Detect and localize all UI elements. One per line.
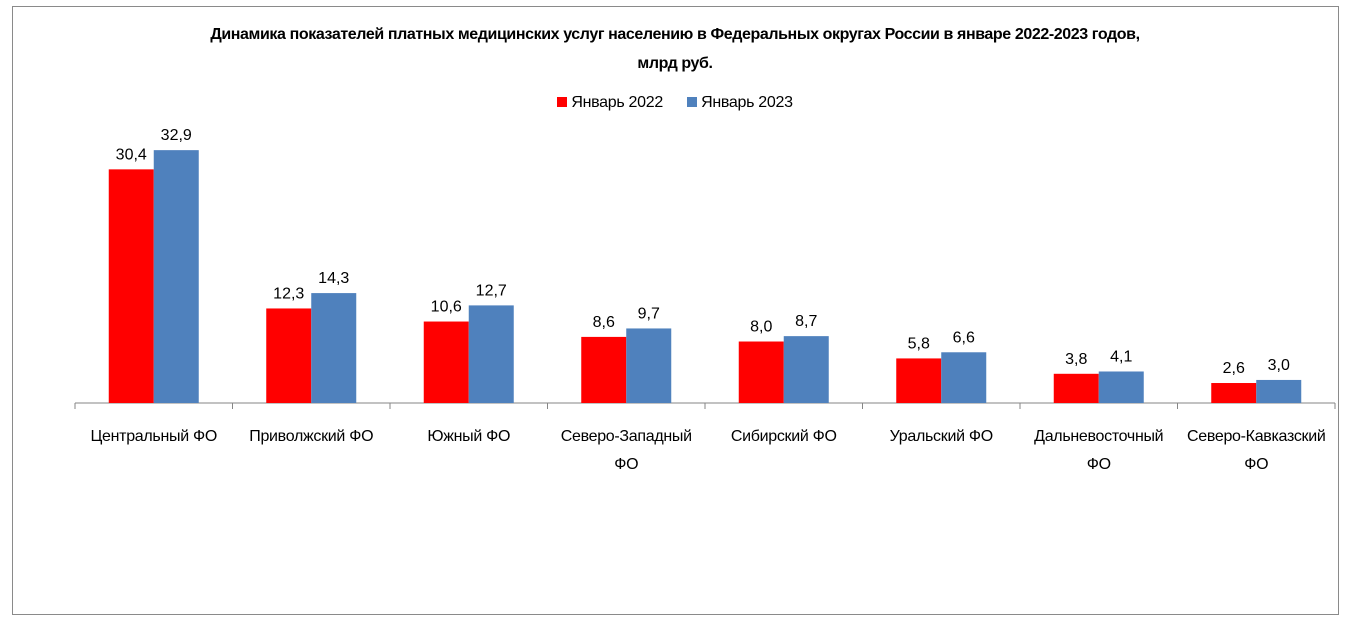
data-label: 5,8: [908, 335, 930, 352]
data-label: 9,7: [638, 305, 660, 322]
legend-swatch-2022: [557, 97, 568, 107]
bar-2023: [311, 293, 357, 403]
chart-title: Динамика показателей платных медицинских…: [0, 20, 1350, 78]
bar-2022: [738, 341, 784, 403]
x-tick-label: Дальневосточный: [1034, 428, 1163, 445]
bar-2022: [423, 321, 469, 403]
x-tick-label: Приволжский ФО: [249, 428, 373, 445]
bar-2022: [1211, 383, 1257, 403]
data-label: 3,8: [1065, 351, 1087, 368]
x-tick-label: Уральский ФО: [890, 428, 993, 445]
x-tick-label: ФО: [1087, 456, 1111, 473]
x-tick-label: Северо-Кавказский: [1187, 428, 1326, 445]
legend-label-2022: Январь 2022: [571, 94, 663, 111]
bar-2023: [153, 150, 199, 403]
legend: Январь 2022 Январь 2023: [0, 94, 1350, 112]
x-tick-label: Южный ФО: [427, 428, 510, 445]
data-label: 10,6: [431, 299, 462, 316]
bar-2023: [941, 352, 987, 403]
legend-item-2022: Январь 2022: [557, 94, 663, 112]
legend-label-2023: Январь 2023: [701, 94, 793, 111]
data-label: 3,0: [1268, 357, 1290, 374]
x-tick-label: ФО: [614, 456, 638, 473]
data-label: 14,3: [318, 270, 349, 287]
data-label: 8,6: [593, 314, 615, 331]
bar-2023: [1256, 379, 1302, 403]
x-tick-label: Центральный ФО: [91, 428, 218, 445]
data-label: 8,0: [750, 319, 772, 336]
bar-2022: [581, 336, 627, 403]
data-label: 8,7: [795, 313, 817, 330]
bar-2022: [266, 308, 312, 403]
bar-2022: [896, 358, 942, 403]
legend-item-2023: Январь 2023: [687, 94, 793, 112]
data-label: 30,4: [116, 146, 147, 163]
data-label: 12,7: [476, 282, 507, 299]
data-label: 12,3: [273, 285, 304, 302]
bar-2023: [783, 336, 829, 403]
x-tick-label: Северо-Западный: [561, 428, 692, 445]
x-tick-label: Сибирский ФО: [731, 428, 837, 445]
chart-frame: [12, 6, 1339, 615]
legend-swatch-2023: [687, 97, 698, 107]
bar-2023: [1098, 371, 1144, 403]
data-label: 6,6: [953, 329, 975, 346]
bar-2022: [1053, 373, 1099, 403]
chart-title-line: Динамика показателей платных медицинских…: [210, 26, 1140, 43]
bar-2022: [108, 169, 154, 403]
data-label: 4,1: [1110, 348, 1132, 365]
bar-2023: [468, 305, 514, 403]
chart-subtitle: млрд руб.: [637, 55, 713, 72]
data-label: 2,6: [1223, 360, 1245, 377]
x-tick-label: ФО: [1244, 456, 1268, 473]
data-label: 32,9: [161, 127, 192, 144]
bar-2023: [626, 328, 672, 403]
